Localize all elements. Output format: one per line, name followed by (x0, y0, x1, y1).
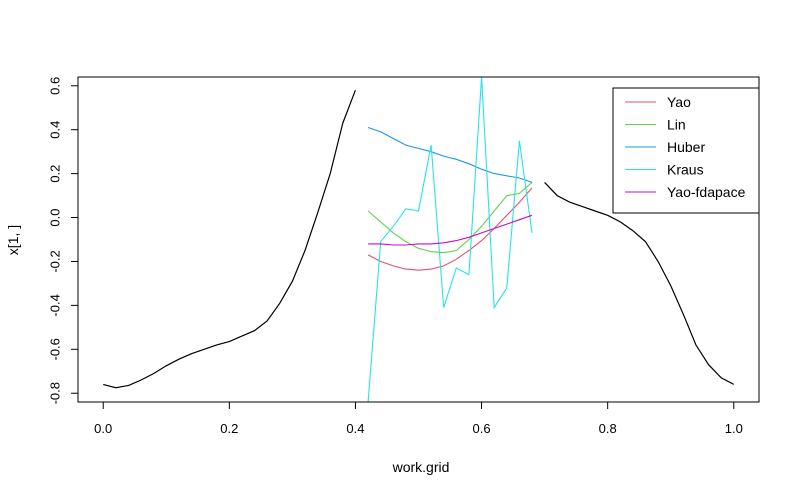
x-tick-label: 0.0 (94, 421, 112, 436)
x-tick-label: 0.6 (473, 421, 491, 436)
y-axis-label: x[1, ] (5, 225, 21, 255)
x-axis: 0.0 0.2 0.4 0.6 0.8 1.0 (94, 401, 743, 436)
observed-curve-2 (544, 181, 735, 385)
legend-label-lin: Lin (667, 117, 686, 133)
y-axis: -0.8 -0.6 -0.4 -0.2 0.0 0.2 0.4 0.6 (47, 77, 79, 404)
x-tick-label: 0.2 (220, 421, 238, 436)
y-tick-label: -0.2 (47, 250, 62, 272)
legend-label-yao-fdapace: Yao-fdapace (667, 184, 746, 200)
y-tick-label: 0.2 (47, 165, 62, 183)
estimate-series (367, 77, 533, 402)
y-tick-label: 0.4 (47, 121, 62, 139)
x-tick-label: 0.8 (599, 421, 617, 436)
y-tick-label: 0.0 (47, 209, 62, 227)
y-tick-label: -0.6 (47, 338, 62, 360)
y-tick-label: -0.4 (47, 294, 62, 316)
series-line-yao-fdapace (368, 214, 533, 246)
legend-label-kraus: Kraus (667, 162, 704, 178)
legend: Yao Lin Huber Kraus Yao-fdapace (612, 87, 760, 214)
y-tick-label: 0.6 (47, 77, 62, 95)
legend-label-yao: Yao (667, 94, 691, 110)
series-line-kraus (367, 77, 533, 402)
legend-label-huber: Huber (667, 139, 705, 155)
x-tick-label: 0.4 (346, 421, 364, 436)
observed-curve-1 (103, 89, 356, 389)
series-line-lin (367, 181, 533, 254)
x-tick-label: 1.0 (725, 421, 743, 436)
y-tick-label: -0.8 (47, 382, 62, 404)
x-axis-label: work.grid (392, 459, 450, 475)
observed-curves (103, 89, 735, 389)
series-line-huber (367, 126, 533, 183)
series-line-yao (367, 187, 533, 271)
